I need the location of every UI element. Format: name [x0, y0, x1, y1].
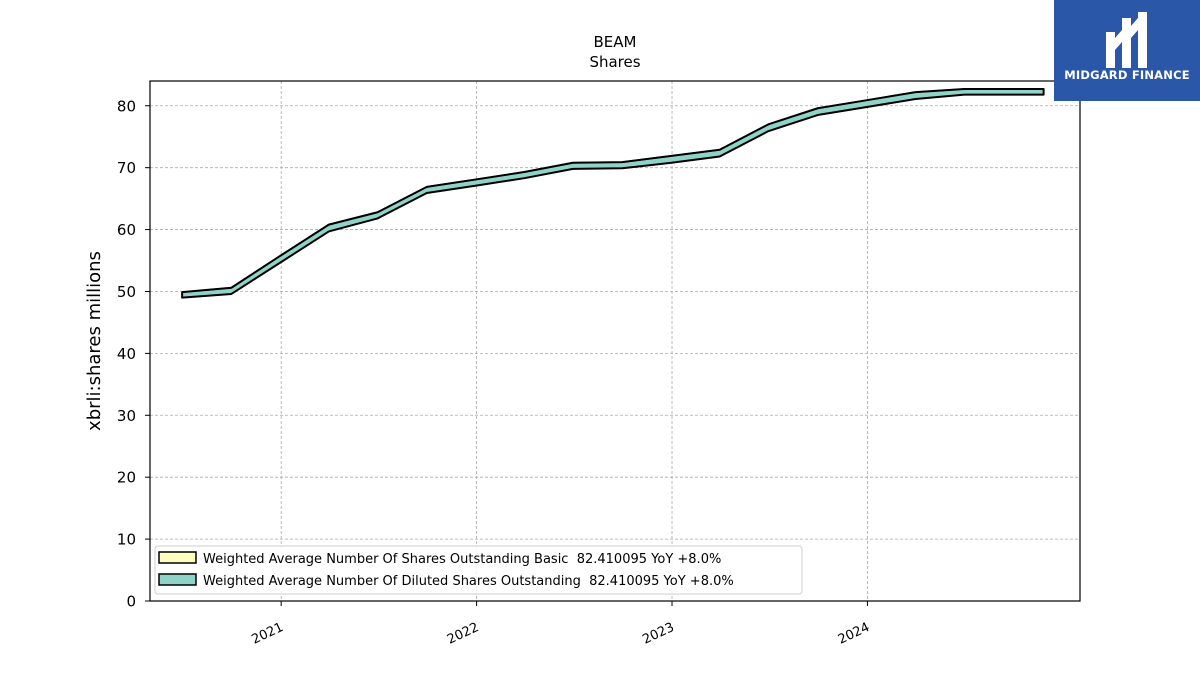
logo-text: MIDGARD FINANCE	[1064, 68, 1190, 82]
chart-title: BEAM	[594, 33, 637, 51]
x-axis: 2021 2022 2023 2024	[250, 601, 872, 648]
midgard-finance-logo: MIDGARD FINANCE	[1054, 0, 1200, 101]
y-tick-label: 70	[117, 159, 136, 177]
plot-frame	[149, 80, 1081, 602]
midgard-logo-icon	[1106, 12, 1147, 68]
y-tick-label: 40	[117, 345, 136, 363]
x-tick-label: 2023	[640, 620, 676, 648]
legend: Weighted Average Number Of Shares Outsta…	[154, 545, 803, 595]
x-tick-label: 2024	[836, 620, 872, 648]
y-tick-label: 0	[126, 593, 136, 611]
y-tick-label: 60	[117, 221, 136, 239]
y-tick-label: 10	[117, 531, 136, 549]
series-layer	[181, 88, 1045, 299]
grid-lines	[150, 81, 1080, 601]
y-axis: 0 10 20 30 40 50 60 70 80	[117, 97, 150, 611]
y-tick-label: 50	[117, 283, 136, 301]
series-basic-line	[182, 88, 1044, 293]
y-axis-label: xbrli:shares millions	[84, 251, 105, 431]
y-tick-label: 80	[117, 97, 136, 115]
x-tick-label: 2022	[445, 620, 481, 648]
series-diluted-area	[181, 88, 1045, 299]
y-tick-label: 20	[117, 469, 136, 487]
legend-swatch-diluted	[158, 573, 197, 586]
legend-label-diluted: Weighted Average Number Of Diluted Share…	[203, 574, 734, 589]
y-tick-label: 30	[117, 407, 136, 425]
legend-box	[154, 545, 803, 595]
legend-swatch-basic	[158, 551, 197, 564]
x-tick-label: 2021	[250, 620, 286, 648]
legend-label-basic: Weighted Average Number Of Shares Outsta…	[203, 552, 721, 567]
chart-subtitle: Shares	[589, 53, 640, 71]
